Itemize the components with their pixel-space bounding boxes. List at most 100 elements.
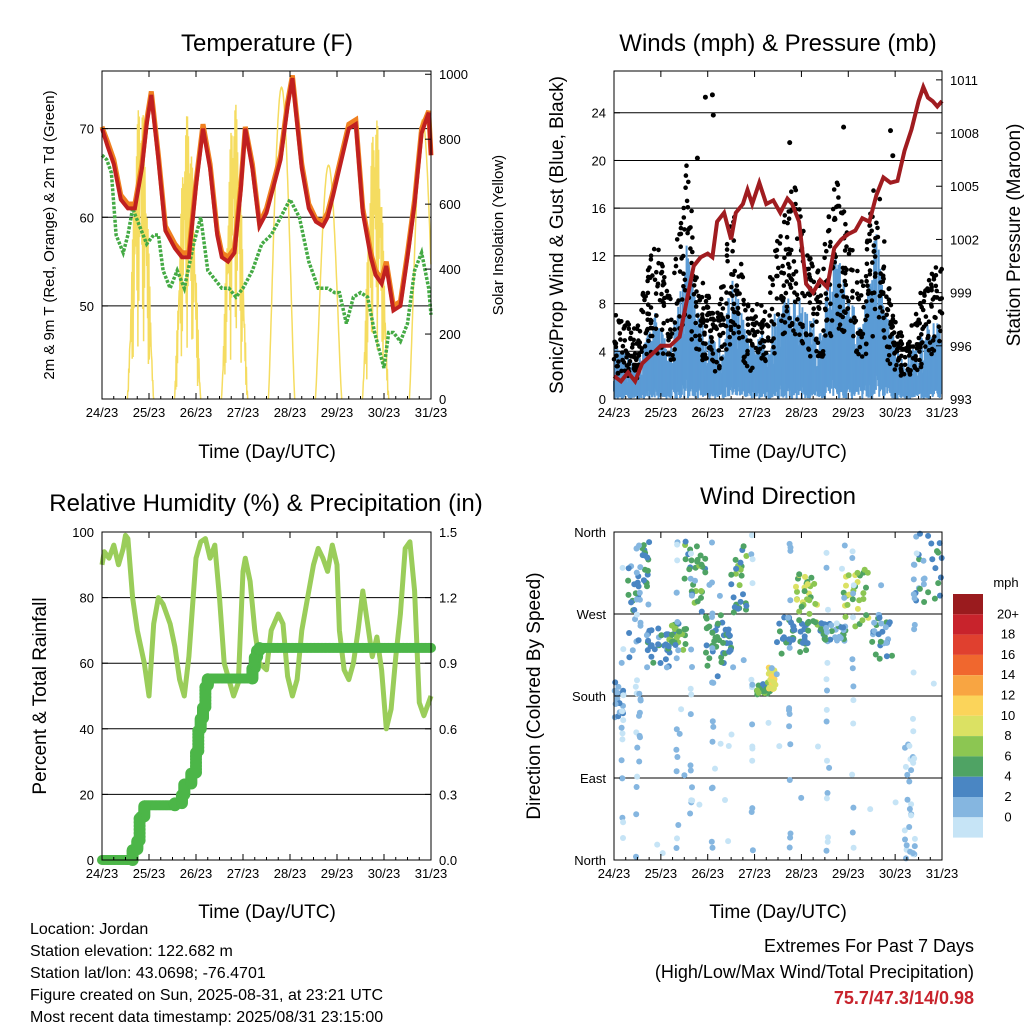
wind-gust-point (888, 302, 894, 308)
wind-gust-point (682, 287, 688, 293)
wind-gust-point (894, 362, 899, 368)
wind-direction-point (920, 576, 927, 583)
wind-direction-panel: Wind Direction 24/23 25/23 26/23 27/23 28/23… (524, 483, 1019, 923)
wind-gust-point (788, 209, 793, 214)
wind-direction-point (633, 569, 640, 576)
wind-direction-point (681, 626, 688, 633)
wind-gust-point (907, 339, 912, 345)
wind-gust-point (787, 315, 792, 321)
wind-gust-point (863, 274, 869, 279)
wind-gust-point (637, 328, 643, 334)
wind-gust-point (669, 317, 674, 323)
wind-gust-point (807, 274, 812, 280)
wind-gust-point (925, 286, 930, 291)
wind-direction-point (620, 687, 627, 694)
speed-legend-label: 4 (1004, 769, 1011, 784)
wind-direction-point (694, 558, 701, 565)
wind-gust-point (923, 314, 929, 319)
wind-gust-point (918, 290, 923, 296)
wind-gust-point (918, 364, 924, 370)
humidity-ytick-label: 80 (80, 591, 94, 606)
wind-direction-point (662, 656, 669, 663)
wind-direction-point (786, 705, 793, 712)
wind-gust-point (757, 346, 763, 352)
wind-direction-point (823, 549, 830, 556)
wind-direction-point (709, 844, 716, 851)
wind-direction-point (673, 768, 680, 775)
wind-gust-point (902, 354, 908, 360)
wind-direction-point (849, 829, 856, 836)
wind-gust-point (815, 294, 821, 300)
wind-gust-point (770, 282, 776, 288)
wind-direction-point (619, 708, 625, 715)
wind-direction-point (825, 834, 831, 841)
wind-gust-point (654, 313, 659, 318)
wind-gust-point (864, 278, 869, 284)
wind-direction-point (688, 691, 695, 698)
wind-gust-point (885, 357, 890, 363)
wind-direction-point (614, 689, 621, 696)
wind-direction-point (676, 730, 683, 737)
wind-gust-point (668, 327, 673, 332)
wind-gust-point (815, 353, 821, 359)
speed-legend-swatch (953, 776, 983, 797)
winds-ytick-label: 20 (592, 153, 606, 168)
wind-gust-point (666, 337, 671, 343)
wind-gust-point (637, 344, 642, 349)
wind-direction-point (698, 588, 705, 594)
wind-gust-point (899, 368, 904, 374)
wind-direction-point (748, 532, 755, 539)
wind-direction-point (802, 573, 808, 580)
wind-gust-point (842, 248, 848, 253)
wind-gust-point (623, 348, 629, 354)
wind-gust-point (823, 307, 828, 313)
wind-gust-point (898, 339, 904, 344)
wind-gust-point (693, 320, 698, 326)
wind-gust-point (709, 339, 715, 344)
wind-gust-point (773, 248, 778, 254)
humidity-xtick-label: 29/23 (321, 866, 354, 881)
wind-gust-point (917, 349, 922, 354)
wind-gust-point (616, 359, 621, 364)
wind-gust-point (817, 300, 823, 305)
wind-direction-point (877, 638, 884, 645)
pressure-ytick-label: 1002 (950, 232, 979, 247)
wind-direction-point (682, 556, 689, 563)
wind-direction-ytick-label: North (574, 853, 606, 868)
wind-gust-point (648, 325, 653, 331)
wind-direction-point (674, 557, 681, 564)
pressure-ylabel: Station Pressure (Maroon) (1004, 124, 1024, 347)
wind-direction-point (786, 844, 793, 851)
wind-gust-point (700, 280, 706, 286)
wind-gust-point (867, 268, 873, 273)
wind-direction-point (654, 841, 661, 848)
wind-gust-point (709, 92, 715, 98)
wind-gust-point (863, 351, 869, 357)
wind-gust-point (895, 358, 901, 363)
wind-gust-point (850, 295, 855, 300)
wind-gust-point (820, 349, 826, 354)
wind-gust-point (718, 333, 723, 339)
wind-gust-point (789, 320, 795, 326)
wind-direction-point (849, 656, 856, 663)
wind-gust-point (886, 344, 892, 350)
wind-gust-point (644, 351, 649, 357)
wind-gust-point (886, 353, 892, 358)
wind-direction-point (628, 599, 635, 606)
wind-gust-point (937, 309, 943, 314)
humidity-ytick-label: 40 (80, 722, 94, 737)
wind-gust-point (933, 265, 939, 270)
wind-gust-point (825, 228, 831, 234)
wind-gust-point (859, 279, 864, 284)
wind-gust-point (788, 285, 794, 290)
wind-direction-point (687, 685, 694, 692)
wind-gust-point (732, 268, 738, 274)
wind-gust-point (932, 334, 937, 339)
wind-direction-xtick-label: 28/23 (785, 866, 818, 881)
wind-direction-point (910, 669, 917, 676)
wind-direction-point (633, 853, 639, 860)
wind-gust-point (641, 294, 647, 299)
wind-direction-point (776, 620, 783, 627)
wind-gust-point (810, 263, 815, 269)
wind-direction-point (688, 592, 695, 599)
